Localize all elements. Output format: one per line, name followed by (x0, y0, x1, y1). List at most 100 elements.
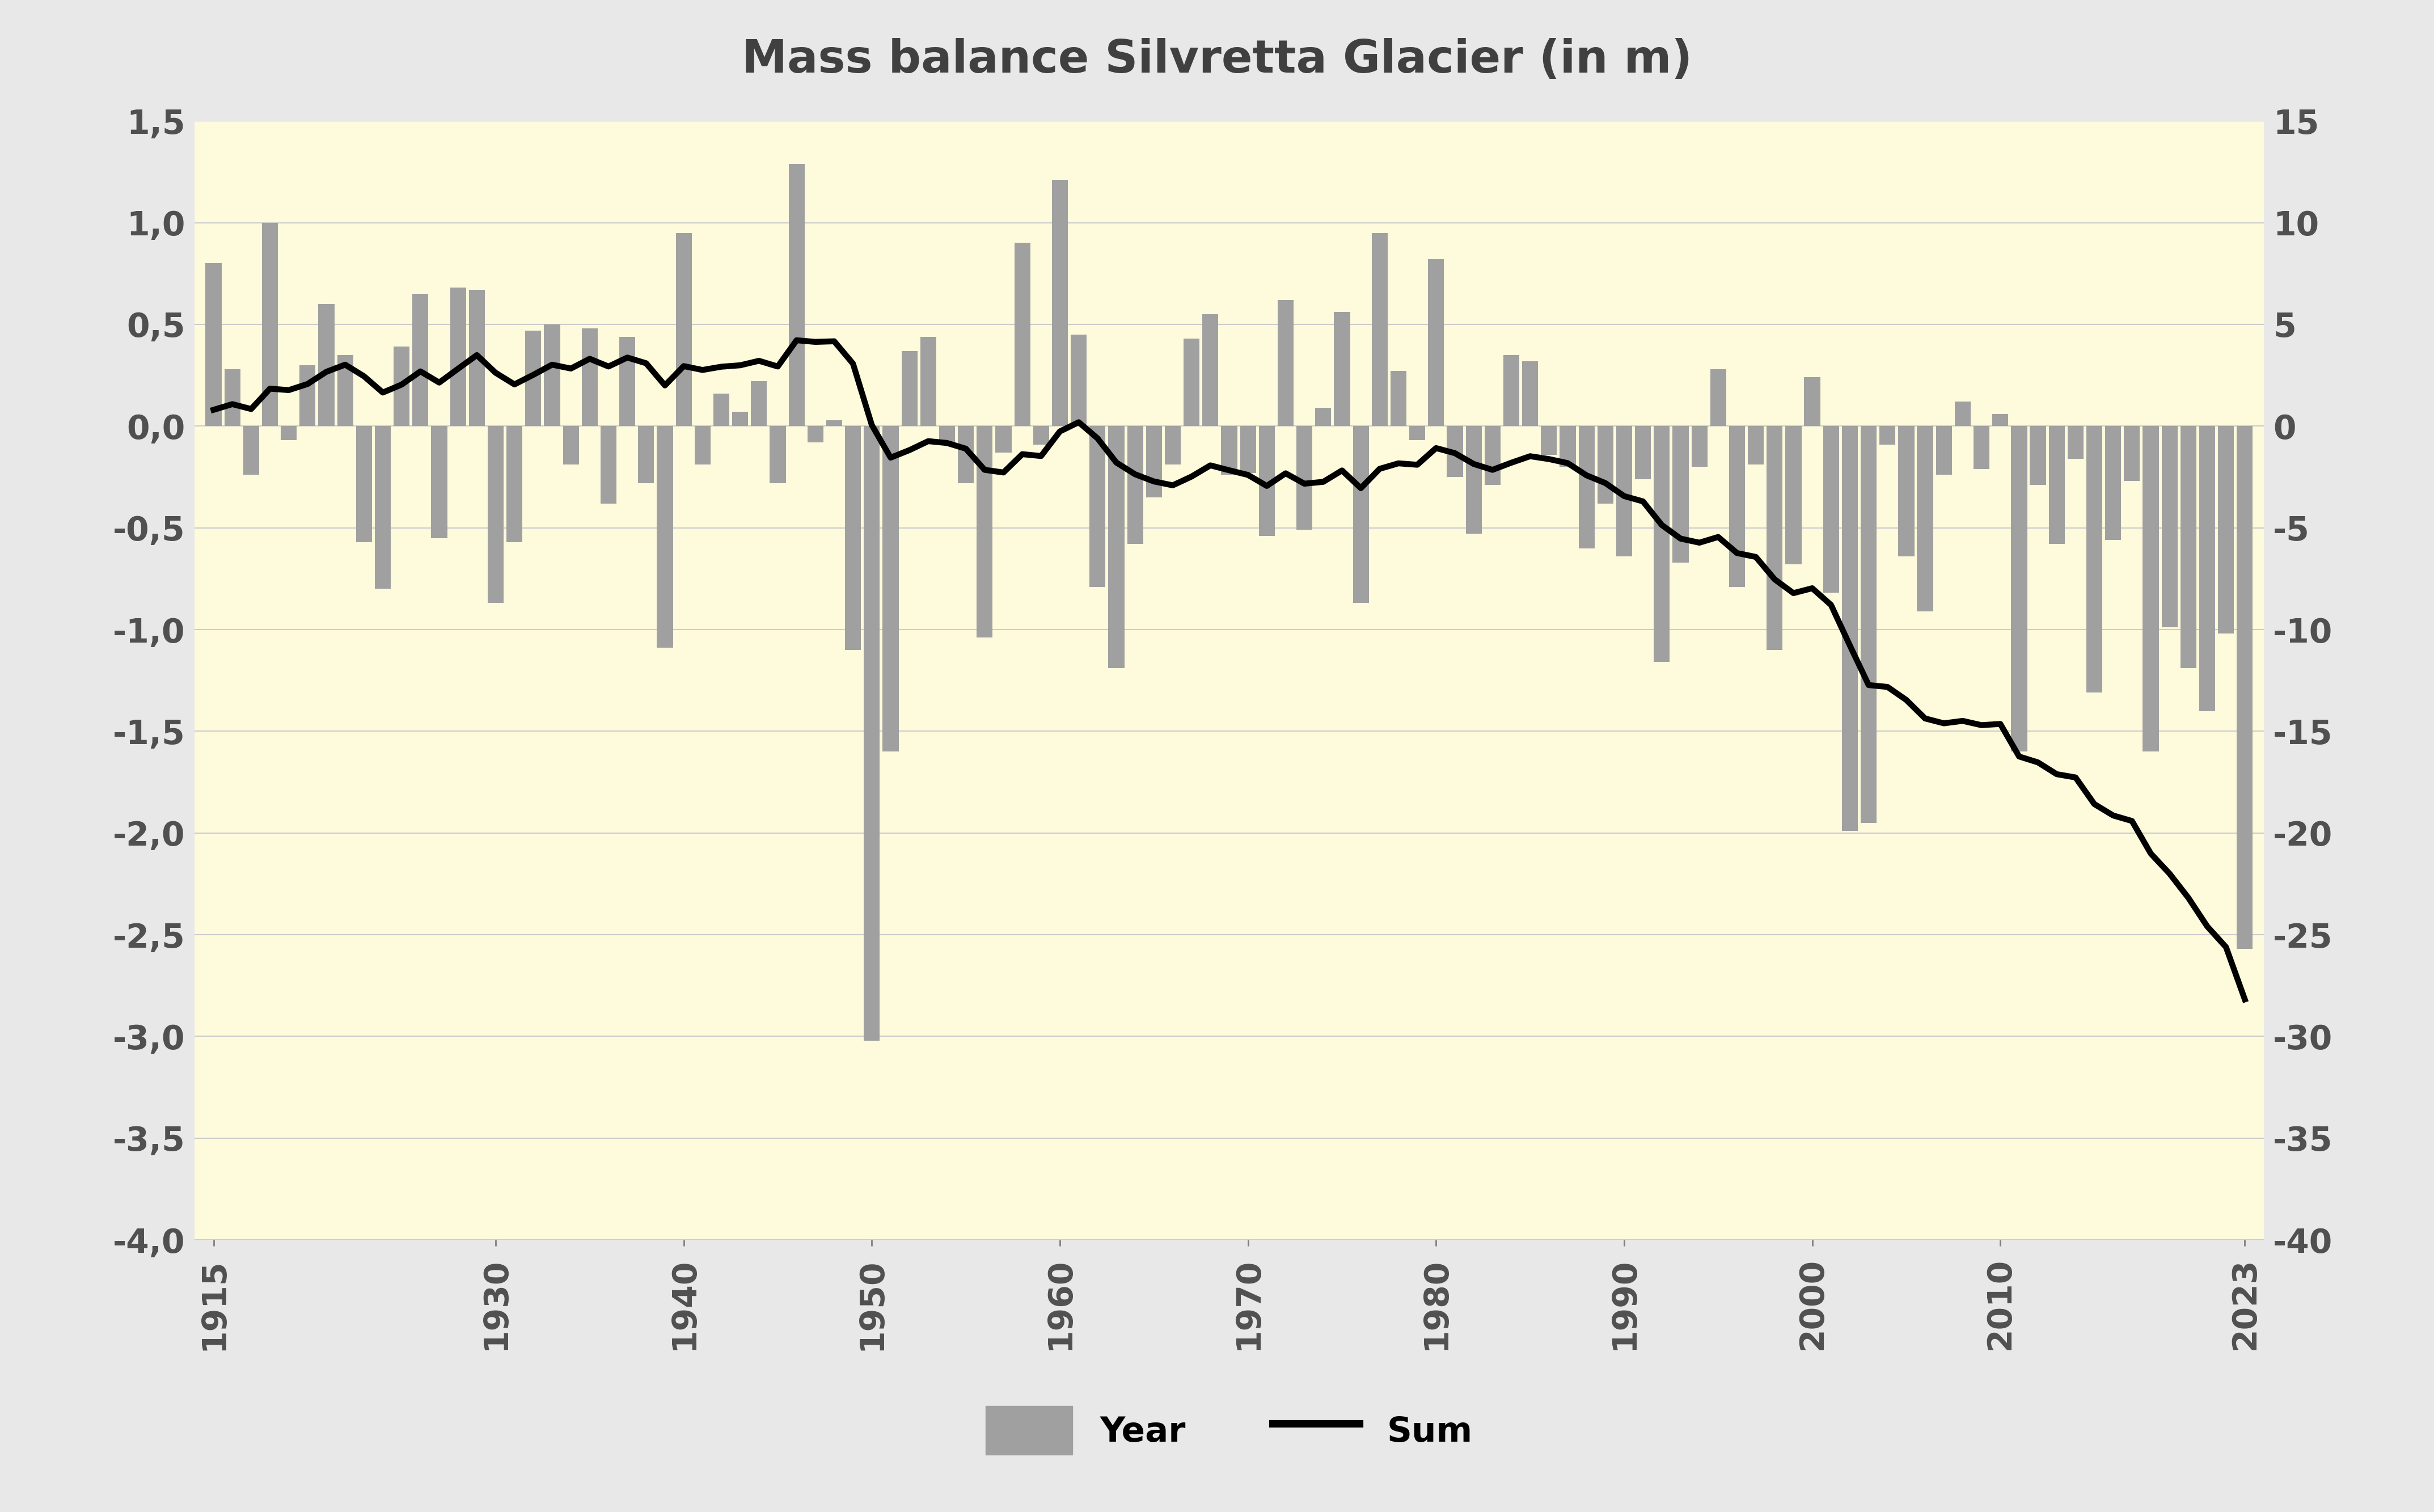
Bar (808, 426, 823, 443)
Bar (1767, 426, 1782, 650)
Bar (2086, 426, 2103, 692)
Bar (657, 426, 672, 647)
Bar (1935, 426, 1952, 475)
Bar (1015, 243, 1030, 426)
Bar (1429, 259, 1443, 426)
Bar (1146, 426, 1161, 497)
Bar (319, 304, 333, 426)
Bar (1843, 426, 1857, 832)
Legend: Year, Sum: Year, Sum (971, 1393, 1487, 1468)
Bar (1409, 426, 1426, 440)
Bar (2030, 426, 2047, 485)
Bar (431, 426, 448, 538)
Bar (1541, 426, 1558, 455)
Bar (694, 426, 711, 464)
Bar (582, 328, 599, 426)
Bar (618, 337, 635, 426)
Bar (1560, 426, 1575, 467)
Bar (545, 325, 560, 426)
Bar (1314, 408, 1331, 426)
Bar (864, 426, 879, 1040)
Bar (1974, 426, 1989, 469)
Bar (752, 381, 767, 426)
Bar (1918, 426, 1933, 611)
Bar (299, 364, 316, 426)
Bar (1748, 426, 1765, 464)
Bar (2125, 426, 2139, 481)
Bar (204, 263, 221, 426)
Bar (1636, 426, 1650, 479)
Bar (375, 426, 392, 588)
Bar (338, 355, 353, 426)
Bar (1504, 355, 1519, 426)
Bar (959, 426, 974, 482)
Bar (394, 346, 409, 426)
Bar (713, 393, 730, 426)
Bar (1728, 426, 1745, 587)
Text: Mass balance Silvretta Glacier (in m): Mass balance Silvretta Glacier (in m) (742, 38, 1692, 82)
Bar (1616, 426, 1633, 556)
Bar (1032, 426, 1049, 445)
Bar (526, 331, 540, 426)
Bar (450, 287, 465, 426)
Bar (2142, 426, 2159, 751)
Bar (1373, 233, 1387, 426)
Bar (1899, 426, 1913, 556)
Bar (1166, 426, 1180, 464)
Bar (1183, 339, 1200, 426)
Bar (601, 426, 616, 503)
Bar (243, 426, 258, 475)
Bar (1787, 426, 1801, 564)
Bar (1860, 426, 1877, 823)
Bar (2181, 426, 2195, 668)
Bar (769, 426, 786, 482)
Bar (2237, 426, 2254, 950)
Bar (1202, 314, 1219, 426)
Bar (1107, 426, 1125, 668)
Bar (1597, 426, 1614, 503)
Bar (920, 337, 937, 426)
Bar (1353, 426, 1368, 603)
Bar (2066, 426, 2084, 458)
Bar (1090, 426, 1105, 587)
Bar (1278, 299, 1292, 426)
Bar (1071, 334, 1086, 426)
Bar (355, 426, 372, 543)
Bar (1653, 426, 1670, 662)
Bar (1239, 426, 1256, 473)
Bar (2049, 426, 2064, 544)
Bar (940, 426, 954, 445)
Bar (506, 426, 523, 543)
Bar (1879, 426, 1896, 445)
Bar (1051, 180, 1069, 426)
Bar (1390, 370, 1407, 426)
Bar (2217, 426, 2234, 634)
Bar (1258, 426, 1275, 535)
Bar (1485, 426, 1499, 485)
Bar (1465, 426, 1482, 534)
Bar (263, 222, 277, 426)
Bar (825, 420, 842, 426)
Bar (2200, 426, 2215, 711)
Bar (1127, 426, 1144, 544)
Bar (1222, 426, 1236, 475)
Bar (562, 426, 579, 464)
Bar (1692, 426, 1706, 467)
Bar (487, 426, 504, 603)
Bar (976, 426, 993, 638)
Bar (789, 163, 806, 426)
Bar (1823, 426, 1840, 593)
Bar (1711, 369, 1726, 426)
Bar (1334, 311, 1351, 426)
Bar (638, 426, 655, 482)
Bar (1672, 426, 1689, 562)
Bar (845, 426, 862, 650)
Bar (677, 233, 691, 426)
Bar (280, 426, 297, 440)
Bar (2161, 426, 2178, 627)
Bar (224, 369, 241, 426)
Bar (884, 426, 898, 751)
Bar (1446, 426, 1463, 476)
Bar (2010, 426, 2028, 751)
Bar (901, 351, 918, 426)
